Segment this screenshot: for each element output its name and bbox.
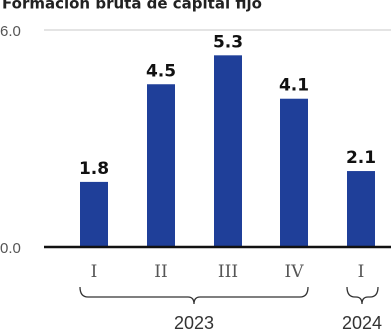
category-label-3: III bbox=[218, 262, 238, 282]
category-label-2: II bbox=[154, 262, 167, 282]
year-bracket-2 bbox=[346, 286, 379, 305]
year-labels: 2023 2024 bbox=[174, 313, 382, 333]
bar-5 bbox=[347, 171, 375, 247]
value-label-4: 4.1 bbox=[279, 76, 309, 96]
value-label-3: 5.3 bbox=[213, 32, 243, 52]
year-brackets bbox=[79, 286, 379, 305]
category-label-1: I bbox=[91, 262, 98, 282]
category-label-4: IV bbox=[285, 262, 305, 282]
year-label-2023: 2023 bbox=[174, 313, 214, 333]
category-labels: I II III IV I bbox=[91, 262, 365, 282]
bars bbox=[80, 55, 375, 247]
category-label-5: I bbox=[358, 262, 365, 282]
bar-2 bbox=[147, 84, 175, 247]
value-label-2: 4.5 bbox=[146, 61, 176, 81]
bar-4 bbox=[280, 98, 308, 247]
value-label-1: 1.8 bbox=[79, 159, 109, 179]
year-bracket-1 bbox=[79, 286, 309, 305]
chart-title: Formación bruta de capital fijo bbox=[2, 0, 262, 13]
year-label-2024: 2024 bbox=[342, 313, 382, 333]
value-label-5: 2.1 bbox=[346, 148, 376, 168]
value-labels: 1.8 4.5 5.3 4.1 2.1 bbox=[79, 32, 376, 179]
y-tick-label-bottom: 0.0 bbox=[0, 240, 21, 257]
bar-3 bbox=[214, 55, 242, 247]
bar-1 bbox=[80, 181, 108, 247]
y-tick-label-top: 6.0 bbox=[0, 23, 21, 40]
